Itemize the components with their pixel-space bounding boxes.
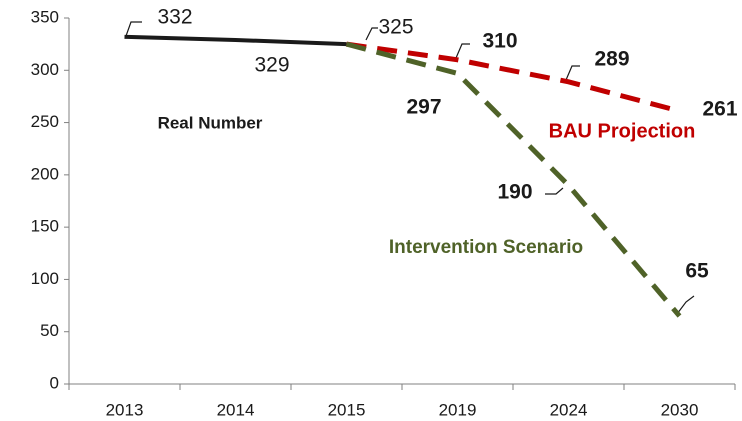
data-label: 325 [378,16,413,39]
x-tick-label: 2030 [661,400,699,419]
series-label: Intervention Scenario [389,237,583,258]
x-tick-label: 2024 [550,400,588,419]
y-tick-label: 250 [31,112,59,131]
data-label: 297 [406,96,441,119]
series-line [346,41,681,114]
data-label: 289 [594,48,629,71]
y-tick-label: 0 [50,373,59,392]
x-tick-label: 2019 [439,400,477,419]
x-tick-label: 2015 [328,400,366,419]
y-tick-label: 100 [31,269,59,288]
y-tick-label: 200 [31,164,59,183]
data-label: 261 [702,98,737,121]
data-label: 65 [685,260,709,283]
data-label: 329 [254,54,289,77]
data-label: 310 [482,30,517,53]
y-tick-label: 300 [31,60,59,79]
series-line [345,41,682,318]
data-label: 190 [497,181,532,204]
data-label: 332 [157,6,192,29]
series-line [124,34,347,47]
x-tick-label: 2014 [217,400,255,419]
leader-lines [125,21,695,315]
series-label: Real Number [158,113,263,132]
y-tick-label: 150 [31,217,59,236]
series-label: BAU Projection [549,120,696,142]
y-tick-label: 50 [40,321,59,340]
y-tick-label: 350 [31,7,59,26]
x-tick-label: 2013 [106,400,144,419]
